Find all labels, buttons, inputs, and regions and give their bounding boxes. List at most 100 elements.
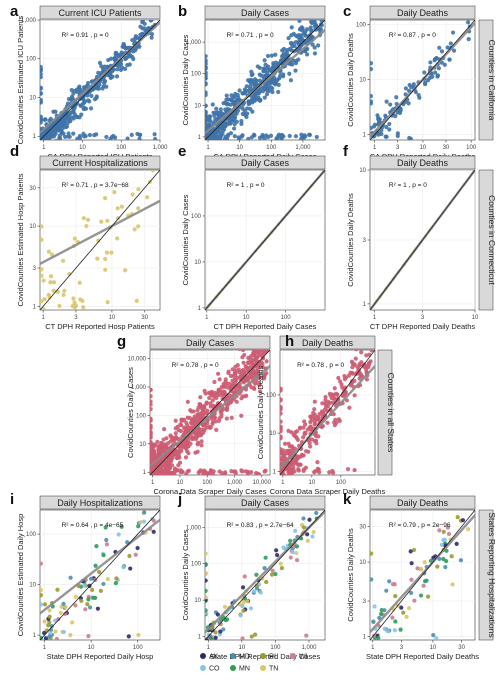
- data-point: [199, 443, 204, 448]
- data-point: [212, 143, 216, 147]
- panel-title: Daily Deaths: [397, 158, 449, 168]
- data-point: [135, 545, 140, 551]
- data-point: [133, 552, 138, 557]
- data-point: [151, 518, 156, 523]
- data-point: [407, 135, 412, 140]
- data-point: [127, 62, 132, 67]
- data-point: [95, 606, 100, 611]
- x-tick-label: 10: [308, 480, 315, 486]
- data-point: [249, 470, 254, 475]
- data-point: [178, 422, 183, 427]
- data-point: [210, 141, 214, 145]
- identity-line: [40, 510, 160, 640]
- y-tick-label: 1: [33, 304, 37, 310]
- data-point: [182, 430, 188, 435]
- data-point: [51, 288, 56, 293]
- legend-swatch: [200, 653, 206, 659]
- data-point: [142, 510, 147, 515]
- legend-label: CO: [209, 666, 220, 673]
- panel-title: Daily Deaths: [397, 8, 449, 18]
- data-point: [240, 585, 246, 590]
- data-point: [252, 353, 258, 359]
- data-point: [87, 132, 93, 138]
- data-point: [148, 20, 153, 23]
- data-point: [309, 418, 314, 423]
- side-strip-bg: [478, 509, 494, 641]
- data-point: [312, 422, 317, 427]
- data-point: [303, 32, 308, 37]
- x-axis-label: CT DPH Reported Hosp Patients: [45, 322, 155, 331]
- data-point: [224, 93, 229, 98]
- points-layer: [370, 170, 475, 310]
- stat-annotation: R² = 0.79 , p = 2e−96: [389, 522, 451, 529]
- data-point: [239, 468, 244, 473]
- data-point: [136, 632, 141, 638]
- data-point: [287, 472, 292, 475]
- data-point: [88, 605, 93, 610]
- points-layer: [370, 510, 475, 640]
- data-point: [205, 81, 208, 86]
- data-point: [279, 136, 284, 140]
- data-point: [255, 360, 260, 365]
- data-point: [108, 74, 114, 79]
- data-point: [72, 236, 77, 241]
- data-point: [295, 437, 300, 443]
- data-point: [89, 93, 94, 99]
- data-point: [215, 612, 220, 617]
- data-point: [200, 427, 205, 432]
- data-point: [46, 141, 50, 145]
- data-point: [305, 538, 310, 543]
- data-point: [162, 426, 167, 432]
- data-point: [81, 305, 86, 310]
- data-point: [46, 317, 50, 321]
- data-point: [336, 375, 341, 381]
- data-point: [158, 449, 163, 455]
- data-point: [123, 268, 128, 273]
- data-point: [312, 24, 317, 29]
- data-point: [184, 473, 189, 475]
- data-point: [210, 392, 215, 397]
- data-point: [310, 42, 315, 47]
- data-point: [312, 416, 317, 421]
- data-point: [208, 404, 213, 409]
- y-tick-label: 1: [363, 133, 367, 139]
- data-point: [60, 126, 65, 131]
- data-point: [214, 427, 219, 432]
- data-point: [127, 553, 132, 559]
- data-point: [345, 467, 351, 472]
- data-point: [445, 45, 450, 50]
- data-point: [152, 474, 156, 475]
- data-point: [301, 516, 306, 521]
- data-point: [82, 583, 87, 588]
- data-point: [173, 469, 178, 474]
- data-point: [244, 114, 249, 120]
- data-point: [53, 618, 58, 623]
- data-point: [390, 582, 396, 587]
- title-strip: [39, 5, 161, 20]
- y-tick-label: 10: [194, 260, 201, 266]
- data-point: [47, 634, 52, 639]
- data-point: [210, 420, 216, 425]
- data-point: [244, 84, 249, 89]
- panel-title: Daily Cases: [241, 158, 290, 168]
- data-point: [293, 68, 298, 73]
- data-point: [49, 639, 52, 640]
- stat-annotation: R² = 0.71 , p = 0: [227, 32, 274, 39]
- data-point: [233, 364, 238, 369]
- data-point: [252, 133, 257, 138]
- data-point: [241, 360, 246, 365]
- legend-swatch: [230, 653, 236, 659]
- data-point: [297, 20, 302, 24]
- data-point: [219, 408, 224, 413]
- data-point: [207, 395, 212, 401]
- data-point: [219, 141, 223, 145]
- x-axis-label: Corona Data Scraper Daily Deaths: [270, 487, 386, 496]
- data-point: [53, 629, 58, 634]
- data-point: [439, 542, 444, 547]
- panel-c: Daily Deaths131030100110100CA DPH Report…: [343, 3, 477, 161]
- data-point: [308, 414, 313, 419]
- data-point: [314, 134, 319, 140]
- data-point: [47, 614, 52, 619]
- data-point: [116, 532, 121, 537]
